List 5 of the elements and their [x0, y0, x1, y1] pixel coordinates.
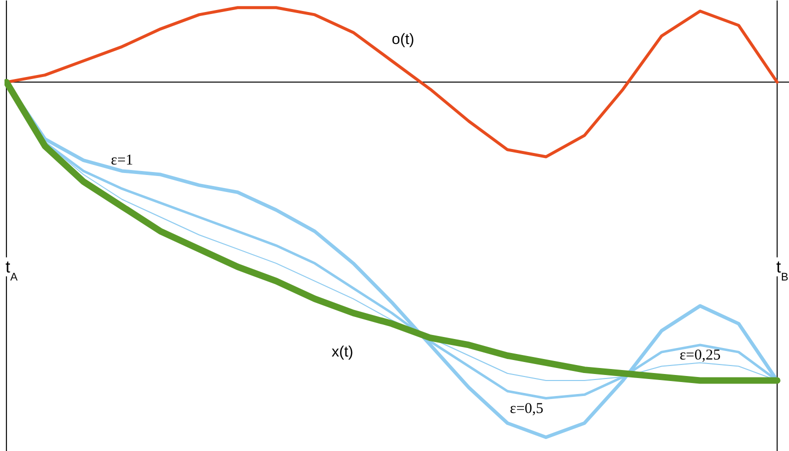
series-label: o(t) [392, 31, 414, 48]
series-label: ε=0,25 [680, 348, 721, 364]
series-label: ε=1 [110, 152, 134, 168]
series-label: ε=0,5 [510, 400, 544, 417]
series-label: x(t) [332, 344, 354, 361]
